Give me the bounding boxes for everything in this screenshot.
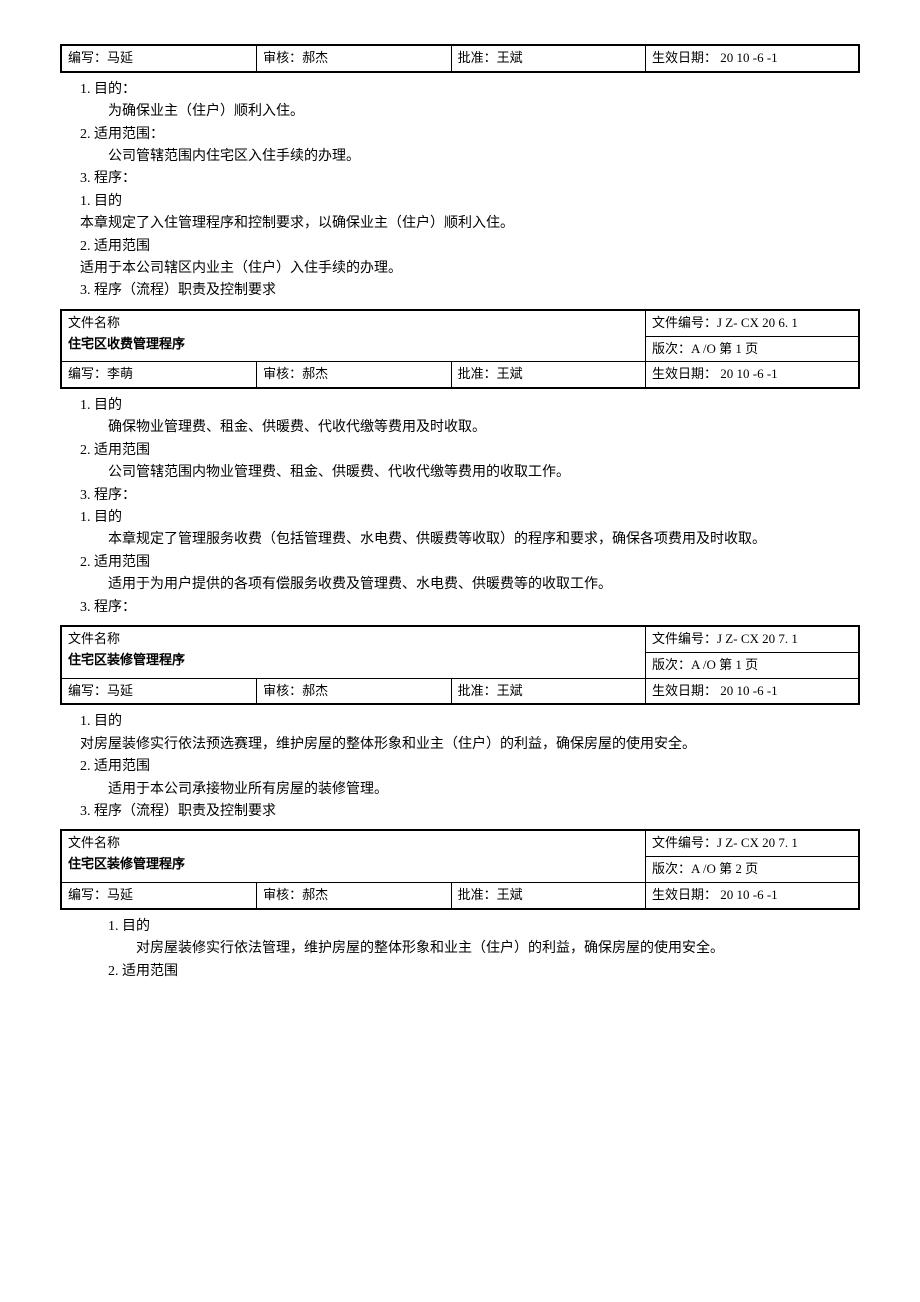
content-line: 1. 目的 [80,191,850,213]
effective-cell: 生效日期： 20 10 -6 -1 [646,362,860,388]
writer-cell: 编写：马延 [61,45,257,72]
writer-cell: 编写：马延 [61,678,257,704]
content-block-0: 1. 目的：为确保业主（住户）顺利入住。2. 适用范围：公司管辖范围内住宅区入住… [60,77,860,305]
docname-label: 文件名称 [68,629,639,650]
effective-cell: 生效日期： 20 10 -6 -1 [646,45,860,72]
version-cell: 版次：A /O 第 1 页 [646,336,860,362]
content-line: 1. 目的 [80,711,850,733]
content-line: 公司管辖范围内物业管理费、租金、供暖费、代收代缴等费用的收取工作。 [80,462,850,484]
reviewer-cell: 审核：郝杰 [257,45,451,72]
reviewer-cell: 审核：郝杰 [257,882,451,908]
content-line: 3. 程序（流程）职责及控制要求 [80,801,850,823]
approver-cell: 批准：王斌 [451,882,645,908]
content-line: 公司管辖范围内住宅区入住手续的办理。 [80,146,850,168]
writer-cell: 编写：李萌 [61,362,257,388]
version-cell: 版次：A /O 第 1 页 [646,652,860,678]
content-block-2: 1. 目的 对房屋装修实行依法预选赛理，维护房屋的整体形象和业主（住户）的利益，… [60,709,860,825]
content-line: 3. 程序： [80,597,850,619]
content-line: 3. 程序： [80,168,850,190]
doc-header-0: 编写：马延 审核：郝杰 批准：王斌 生效日期： 20 10 -6 -1 [60,44,860,73]
content-line: 适用于本公司承接物业所有房屋的装修管理。 [80,779,850,801]
content-line: 2. 适用范围 [80,552,850,574]
reviewer-cell: 审核：郝杰 [257,362,451,388]
content-line: 对房屋装修实行依法管理，维护房屋的整体形象和业主（住户）的利益，确保房屋的使用安… [80,938,850,960]
content-line: 适用于为用户提供的各项有偿服务收费及管理费、水电费、供暖费等的收取工作。 [80,574,850,596]
content-line: 1. 目的： [80,79,850,101]
content-line: 1. 目的 [80,916,850,938]
content-line: 2. 适用范围： [80,124,850,146]
effective-cell: 生效日期： 20 10 -6 -1 [646,678,860,704]
docname: 住宅区装修管理程序 [68,854,639,875]
content-line: 确保物业管理费、租金、供暖费、代收代缴等费用及时收取。 [80,417,850,439]
docname: 住宅区收费管理程序 [68,334,639,355]
content-block-3: 1. 目的对房屋装修实行依法管理，维护房屋的整体形象和业主（住户）的利益，确保房… [60,914,860,985]
docname-label: 文件名称 [68,313,639,334]
approver-cell: 批准：王斌 [451,45,645,72]
version-cell: 版次：A /O 第 2 页 [646,857,860,883]
effective-cell: 生效日期： 20 10 -6 -1 [646,882,860,908]
content-line: 本章规定了管理服务收费（包括管理费、水电费、供暖费等收取）的程序和要求，确保各项… [80,529,850,551]
content-line: 3. 程序（流程）职责及控制要求 [80,280,850,302]
content-line: 适用于本公司辖区内业主（住户）入住手续的办理。 [80,258,850,280]
content-line: 2. 适用范围 [80,440,850,462]
approver-cell: 批准：王斌 [451,362,645,388]
docname: 住宅区装修管理程序 [68,650,639,671]
content-line: 本章规定了入住管理程序和控制要求，以确保业主（住户）顺利入住。 [80,213,850,235]
content-line: 2. 适用范围 [80,961,850,983]
doc-header-1: 文件名称 住宅区收费管理程序 文件编号：J Z- CX 20 6. 1 版次：A… [60,309,860,389]
content-line: 为确保业主（住户）顺利入住。 [80,101,850,123]
doc-header-2: 文件名称 住宅区装修管理程序 文件编号：J Z- CX 20 7. 1 版次：A… [60,625,860,705]
content-line: 1. 目的 [80,507,850,529]
content-line: 对房屋装修实行依法预选赛理，维护房屋的整体形象和业主（住户）的利益，确保房屋的使… [80,734,850,756]
docno-cell: 文件编号：J Z- CX 20 6. 1 [646,310,860,336]
content-line: 3. 程序： [80,485,850,507]
writer-cell: 编写：马延 [61,882,257,908]
doc-header-3: 文件名称 住宅区装修管理程序 文件编号：J Z- CX 20 7. 1 版次：A… [60,829,860,909]
reviewer-cell: 审核：郝杰 [257,678,451,704]
docno-cell: 文件编号：J Z- CX 20 7. 1 [646,626,860,652]
docname-label: 文件名称 [68,833,639,854]
content-block-1: 1. 目的确保物业管理费、租金、供暖费、代收代缴等费用及时收取。2. 适用范围公… [60,393,860,621]
approver-cell: 批准：王斌 [451,678,645,704]
content-line: 1. 目的 [80,395,850,417]
content-line: 2. 适用范围 [80,756,850,778]
docno-cell: 文件编号：J Z- CX 20 7. 1 [646,830,860,856]
content-line: 2. 适用范围 [80,236,850,258]
